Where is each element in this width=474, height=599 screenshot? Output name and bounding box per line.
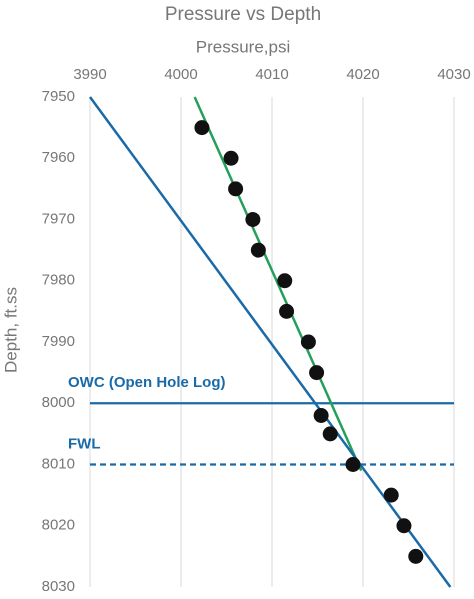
data-point [223, 150, 239, 166]
y-axis-label: Depth, ft.ss [1, 287, 20, 373]
x-tick-label: 4000 [164, 66, 197, 83]
data-point [245, 212, 261, 227]
data-point [279, 303, 295, 319]
x-axis-label: Pressure,psi [196, 37, 290, 56]
y-tick-label: 7960 [42, 149, 75, 166]
data-point [345, 457, 361, 472]
chart-title: Pressure vs Depth [165, 4, 321, 25]
x-tick-label: 4010 [255, 66, 288, 83]
y-tick-label: 8020 [42, 517, 75, 534]
data-point [250, 242, 266, 258]
x-tick-label: 4020 [346, 66, 379, 83]
fit-line [88, 96, 452, 588]
y-tick-label: 7980 [42, 272, 75, 289]
data-point [277, 273, 293, 289]
y-tick-label: 7990 [42, 333, 75, 350]
y-tick-label: 8010 [42, 455, 75, 472]
data-point [300, 334, 316, 350]
data-point [309, 365, 325, 381]
data-point [194, 120, 210, 136]
y-tick-label: 8030 [42, 578, 75, 595]
y-tick-label: 8000 [42, 394, 75, 411]
reference-label: OWC (Open Hole Log) [68, 374, 225, 391]
data-point [313, 408, 329, 423]
reference-label: FWL [68, 435, 100, 452]
y-tick-label: 7970 [42, 210, 75, 227]
y-tick-label: 7950 [42, 88, 75, 105]
data-point [396, 518, 412, 534]
data-point [383, 487, 399, 503]
x-tick-label: 4030 [437, 66, 470, 83]
x-tick-label: 3990 [73, 66, 106, 83]
data-point [228, 181, 244, 197]
data-point [322, 426, 338, 442]
data-point [408, 548, 424, 564]
